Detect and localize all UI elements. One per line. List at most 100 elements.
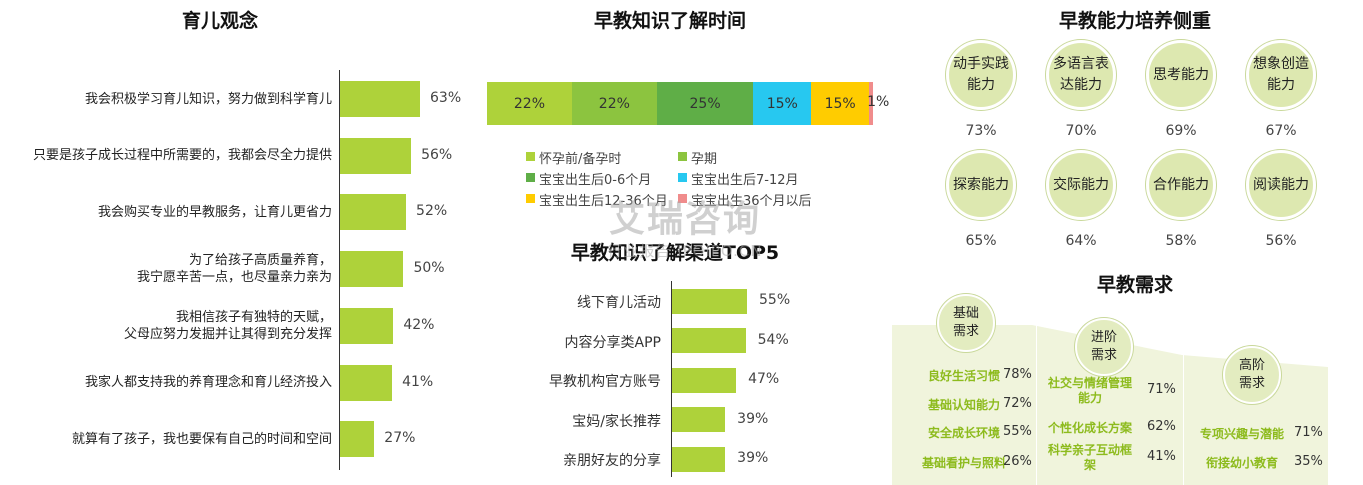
- need-item-label-line: 专项兴趣与潜能: [1199, 426, 1284, 441]
- legend-swatch: [678, 152, 687, 161]
- channel-value: 39%: [737, 450, 769, 466]
- ability-label: 合作能力: [1153, 175, 1209, 196]
- panel-title-knowledge-channels: 早教知识了解渠道TOP5: [570, 242, 780, 264]
- need-item-label: 社交与情绪管理 能力: [1038, 376, 1142, 406]
- need-level-circle: 基础 需求: [937, 294, 995, 352]
- channel-value: 47%: [748, 371, 780, 387]
- channel-label: 宝妈/家长推荐: [572, 413, 661, 430]
- parenting-view-bar: [340, 81, 420, 117]
- needs-background-shape: [892, 325, 1328, 485]
- ability-value: 56%: [1265, 233, 1297, 249]
- ability-value: 65%: [965, 233, 997, 249]
- need-item-label: 良好生活习惯: [897, 369, 1031, 384]
- knowledge-timing-segment: 22%: [571, 82, 657, 125]
- parenting-view-bar: [340, 137, 412, 174]
- ability-label-line: 多语言表: [1053, 56, 1109, 72]
- legend-label: 宝宝出生后7-12月: [691, 173, 799, 188]
- need-item-label: 个性化成长方案: [1038, 421, 1142, 436]
- ability-circle: 动手实践 能力: [946, 40, 1016, 110]
- channel-bar: [672, 367, 737, 393]
- legend-swatch: [526, 152, 535, 161]
- need-item-label: 专项兴趣与潜能: [1185, 427, 1299, 442]
- legend-swatch: [526, 194, 535, 203]
- parenting-view-label: 我相信孩子有独特的天赋， 父母应努力发掘并让其得到充分发挥: [124, 309, 332, 343]
- ability-value: 58%: [1165, 233, 1197, 249]
- channel-value: 55%: [759, 292, 791, 308]
- ability-circle: 想象创造 能力: [1246, 40, 1316, 110]
- need-item-label: 安全成长环境: [897, 426, 1031, 441]
- need-item-value: 26%: [1003, 454, 1032, 469]
- parenting-view-label: 我会购买专业的早教服务，让育儿更省力: [98, 204, 332, 221]
- ability-value: 73%: [965, 123, 997, 139]
- parenting-view-value: 27%: [384, 430, 416, 447]
- need-item-label: 科学亲子互动框架: [1038, 443, 1142, 473]
- ability-circle: 思考能力: [1146, 40, 1216, 110]
- panel-title-parenting-views: 育儿观念: [181, 10, 258, 32]
- ability-label: 想象创造 能力: [1253, 54, 1309, 96]
- ability-value: 70%: [1065, 123, 1097, 139]
- need-level-circle: 高阶 需求: [1223, 346, 1281, 404]
- panel-title-ability-focus: 早教能力培养侧重: [1058, 10, 1211, 32]
- parenting-view-bar: [340, 251, 404, 288]
- parenting-view-value: 63%: [430, 90, 462, 106]
- ability-label-line: 想象创造: [1253, 56, 1309, 72]
- need-item-label-line: 安全成长环境: [927, 425, 1000, 440]
- parenting-view-value: 50%: [413, 260, 445, 277]
- parenting-view-value: 42%: [403, 316, 435, 333]
- ability-label: 动手实践 能力: [953, 54, 1009, 96]
- ability-circle: 多语言表 达能力: [1046, 40, 1116, 110]
- needs-background-band: [892, 325, 1328, 485]
- channel-label: 早教机构官方账号: [549, 374, 661, 390]
- parenting-view-value: 52%: [416, 203, 448, 220]
- need-item-value: 35%: [1294, 454, 1323, 469]
- ability-label-line: 能力: [967, 77, 995, 93]
- legend-label: 怀孕前/备孕时: [539, 152, 622, 167]
- need-level-label: 进阶 需求: [1091, 329, 1117, 365]
- ability-label-line: 交际能力: [1053, 176, 1109, 193]
- parenting-view-bar: [340, 194, 407, 231]
- legend-label: 宝宝出生36个月以后: [691, 194, 812, 209]
- ability-circle: 探索能力: [946, 150, 1016, 220]
- ability-label-line: 达能力: [1060, 77, 1102, 93]
- need-level-label-line: 需求: [1090, 348, 1117, 363]
- ability-value: 64%: [1065, 233, 1097, 249]
- channel-bar: [672, 288, 747, 314]
- legend-label: 孕期: [691, 152, 718, 167]
- parenting-view-label: 为了给孩子高质量养育， 我宁愿辛苦一点，也尽量亲力亲为: [137, 252, 332, 286]
- ability-label-line: 能力: [1267, 77, 1295, 93]
- panel-title-education-needs: 早教需求: [1096, 274, 1173, 296]
- knowledge-timing-segment-label: 25%: [689, 95, 721, 112]
- need-item-label-line: 社交与情绪管理: [1047, 376, 1132, 390]
- parenting-view-value: 41%: [402, 373, 434, 390]
- knowledge-timing-segment: 25%: [656, 82, 754, 125]
- knowledge-timing-segment: 15%: [753, 82, 812, 125]
- legend-swatch: [526, 173, 535, 182]
- channel-label: 亲朋好友的分享: [563, 453, 661, 469]
- need-item-label-line: 基础认知能力: [927, 397, 1000, 412]
- parenting-view-bar: [340, 364, 393, 401]
- legend-label: 宝宝出生后12-36个月: [539, 194, 668, 209]
- need-item-value: 71%: [1294, 425, 1323, 440]
- parenting-view-bar: [340, 421, 375, 458]
- need-item-label-line: 衔接幼小教育: [1205, 455, 1278, 470]
- need-level-label: 基础 需求: [953, 305, 979, 341]
- need-item-label-line: 科学亲子互动框: [1047, 443, 1132, 457]
- ability-label-line: 思考能力: [1153, 66, 1209, 83]
- ability-label-line: 动手实践: [953, 56, 1009, 72]
- need-item-value: 78%: [1003, 367, 1032, 382]
- channel-bar: [672, 328, 746, 353]
- need-item-value: 72%: [1003, 396, 1032, 411]
- legend-swatch: [678, 173, 687, 182]
- parenting-view-label-line: 只要是孩子成长过程中所需要的，我都会尽全力提供: [32, 148, 332, 164]
- ability-label-line: 合作能力: [1153, 176, 1209, 193]
- knowledge-timing-segment: 15%: [811, 82, 870, 125]
- parenting-view-label-line: 我宁愿辛苦一点，也尽量亲力亲为: [136, 270, 332, 286]
- needs-divider-1: [1036, 325, 1037, 485]
- ability-value: 69%: [1165, 123, 1197, 139]
- need-item-label-line: 良好生活习惯: [927, 368, 1000, 383]
- ability-label: 多语言表 达能力: [1053, 54, 1109, 96]
- need-item-value: 55%: [1003, 424, 1032, 439]
- knowledge-timing-segment: [869, 82, 873, 125]
- knowledge-timing-segment-label: 15%: [766, 95, 798, 112]
- parenting-view-label-line: 我家人都支持我的养育理念和育儿经济投入: [84, 375, 332, 390]
